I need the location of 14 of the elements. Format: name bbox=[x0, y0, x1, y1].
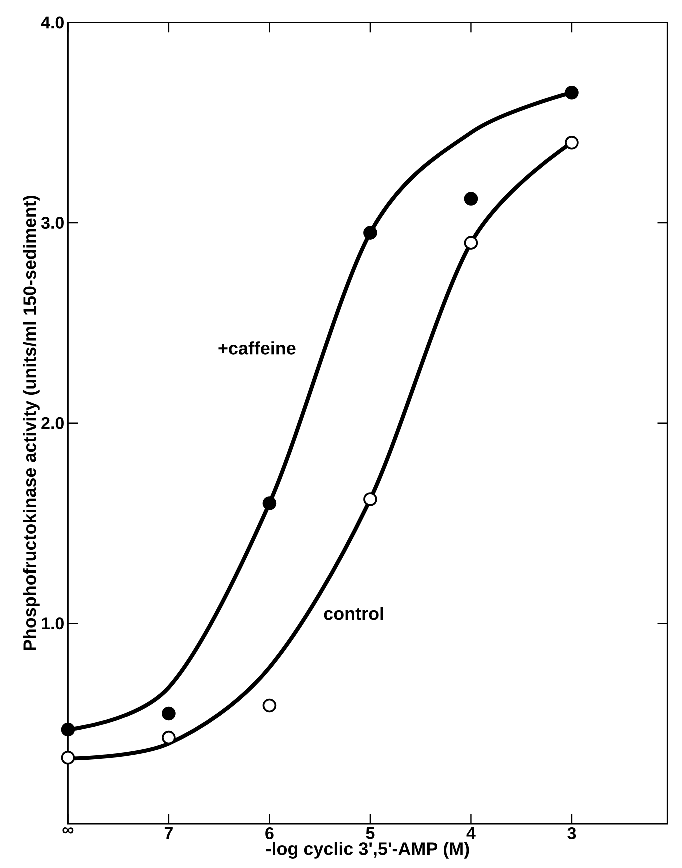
x-tick-label: ∞ bbox=[62, 827, 74, 834]
y-tick-label: 3.0 bbox=[42, 217, 64, 230]
x-tick-label: 5 bbox=[366, 827, 375, 840]
x-tick-label: 3 bbox=[568, 827, 576, 840]
x-axis-title: -log cyclic 3',5'-AMP (M) bbox=[266, 842, 470, 859]
x-tick-label: 7 bbox=[165, 827, 173, 840]
y-tick-label: 2.0 bbox=[42, 417, 64, 430]
y-axis-title: Phosphofructokinase activity (units/ml 150-sediment) bbox=[23, 196, 40, 650]
y-tick-label: 1.0 bbox=[42, 618, 64, 630]
series-label: control bbox=[324, 607, 384, 620]
series-label: +caffeine bbox=[218, 342, 296, 355]
x-tick-label: 6 bbox=[266, 827, 274, 840]
x-tick-label: 4 bbox=[466, 827, 476, 840]
y-tick-label: 4.0 bbox=[41, 16, 64, 29]
